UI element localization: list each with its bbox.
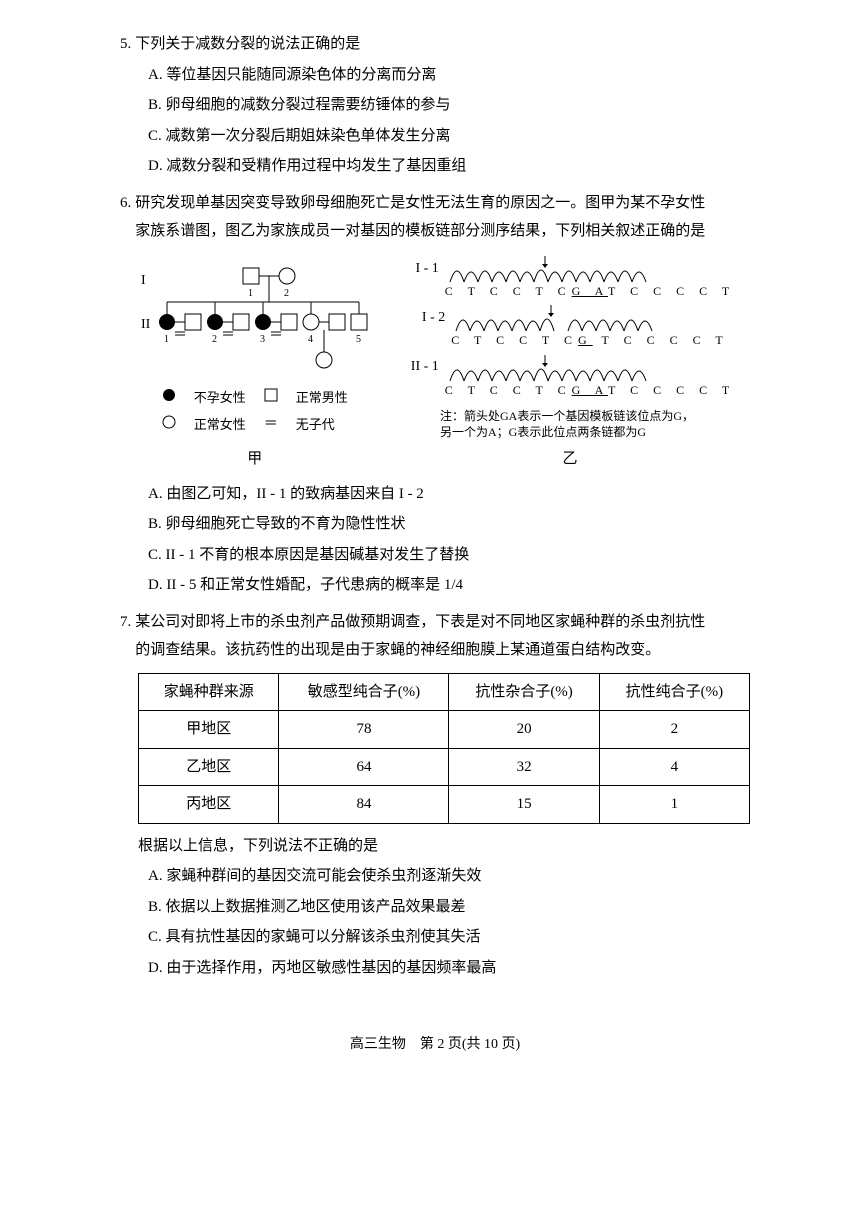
svg-text:2: 2 [212,334,217,345]
q7-stem-line2: 的调查结果。该抗药性的出现是由于家蝇的神经细胞膜上某通道蛋白结构改变。 [135,642,660,658]
seq-ii1-label: II - 1 [405,354,439,383]
i2-circle [279,268,295,284]
ii5-square [351,314,367,330]
q6-opt-a: A. 由图乙可知，II - 1 的致病基因来自 I - 2 [148,480,750,509]
q7-options: A. 家蝇种群间的基因交流可能会使杀虫剂逐渐失效 B. 依据以上数据推测乙地区使… [120,862,750,982]
pedigree-figure: I 1 2 II 1 [135,256,375,474]
q5-stem: 下列关于减数分裂的说法正确的是 [135,30,750,59]
page-footer: 高三生物 第 2 页(共 10 页) [120,1032,750,1059]
svg-text:3: 3 [260,334,265,345]
q5-number: 5. [120,30,131,59]
q5-opt-d: D. 减数分裂和受精作用过程中均发生了基因重组 [148,152,750,181]
ii3-circle [255,314,271,330]
legend-male: 正常男性 [296,386,348,411]
q5-options: A. 等位基因只能随同源染色体的分离而分离 B. 卵母细胞的减数分裂过程需要纺锤… [120,61,750,181]
q7-opt-a: A. 家蝇种群间的基因交流可能会使杀虫剂逐渐失效 [148,862,750,891]
q6-stem-line1: 研究发现单基因突变导致卵母细胞死亡是女性无法生育的原因之一。图甲为某不孕女性 [135,195,705,211]
seq-i2-label: I - 2 [411,305,445,334]
table-row: 甲地区 78 20 2 [139,711,750,749]
table-header-row: 家蝇种群来源 敏感型纯合子(%) 抗性杂合子(%) 抗性纯合子(%) [139,673,750,711]
q6-number: 6. [120,189,131,246]
table-row: 乙地区 64 32 4 [139,748,750,786]
q7-opt-c: C. 具有抗性基因的家蝇可以分解该杀虫剂使其失活 [148,923,750,952]
q6-opt-b: B. 卵母细胞死亡导致的不育为隐性性状 [148,510,750,539]
ii2-circle [207,314,223,330]
gen-i-label: I [141,273,146,288]
col-2: 抗性杂合子(%) [449,673,599,711]
legend-nochild: 无子代 [296,413,335,438]
svg-text:5: 5 [356,334,361,345]
question-7: 7. 某公司对即将上市的杀虫剂产品做预期调查，下表是对不同地区家蝇种群的杀虫剂抗… [120,608,750,983]
legend-infertile: 不孕女性 [194,386,246,411]
legend-female: 正常女性 [194,413,246,438]
svg-text:4: 4 [308,334,313,345]
fig-b-label: 乙 [562,445,577,474]
seq-i1-label: I - 1 [405,256,439,285]
i1-num: 1 [248,288,253,299]
q7-post: 根据以上信息，下列说法不正确的是 [120,832,750,861]
i1-square [243,268,259,284]
pedigree-legend: 不孕女性 正常男性 正常女性 ＝ 无子代 [162,384,348,441]
fig-a-label: 甲 [247,445,262,474]
svg-text:1: 1 [164,334,169,345]
q7-table: 家蝇种群来源 敏感型纯合子(%) 抗性杂合子(%) 抗性纯合子(%) 甲地区 7… [138,673,750,824]
q5-opt-c: C. 减数第一次分裂后期姐妹染色单体发生分离 [148,122,750,151]
gen-ii-label: II [141,317,151,332]
question-6: 6. 研究发现单基因突变导致卵母细胞死亡是女性无法生育的原因之一。图甲为某不孕女… [120,189,750,600]
q5-opt-a: A. 等位基因只能随同源染色体的分离而分离 [148,61,750,90]
q6-figure-row: I 1 2 II 1 [120,256,750,474]
ii4-circle [303,314,319,330]
seq-note: 注：箭头处GA表示一个基因模板链该位点为G，另一个为A；G表示此位点两条链都为G [440,408,700,442]
pedigree-svg: I 1 2 II 1 [135,256,375,376]
q7-opt-b: B. 依据以上数据推测乙地区使用该产品效果最差 [148,893,750,922]
col-0: 家蝇种群来源 [139,673,279,711]
col-3: 抗性纯合子(%) [599,673,749,711]
q7-stem-line1: 某公司对即将上市的杀虫剂产品做预期调查，下表是对不同地区家蝇种群的杀虫剂抗性 [135,614,705,630]
ii1-circle [159,314,175,330]
q6-stem-line2: 家族系谱图，图乙为家族成员一对基因的模板链部分测序结果，下列相关叙述正确的是 [135,223,705,239]
i2-num: 2 [284,288,289,299]
q7-opt-d: D. 由于选择作用，丙地区敏感性基因的基因频率最高 [148,954,750,983]
col-1: 敏感型纯合子(%) [279,673,449,711]
table-row: 丙地区 84 15 1 [139,786,750,824]
q6-opt-d: D. II - 5 和正常女性婚配，子代患病的概率是 1/4 [148,571,750,600]
q6-stem: 研究发现单基因突变导致卵母细胞死亡是女性无法生育的原因之一。图甲为某不孕女性 家… [135,189,750,246]
sequencing-figure: I - 1 C T C C T CG AT C C C C T [405,256,735,474]
q6-options: A. 由图乙可知，II - 1 的致病基因来自 I - 2 B. 卵母细胞死亡导… [120,480,750,600]
q6-opt-c: C. II - 1 不育的根本原因是基因碱基对发生了替换 [148,541,750,570]
q7-number: 7. [120,608,131,665]
q5-opt-b: B. 卵母细胞的减数分裂过程需要纺锤体的参与 [148,91,750,120]
question-5: 5. 下列关于减数分裂的说法正确的是 A. 等位基因只能随同源染色体的分离而分离… [120,30,750,181]
